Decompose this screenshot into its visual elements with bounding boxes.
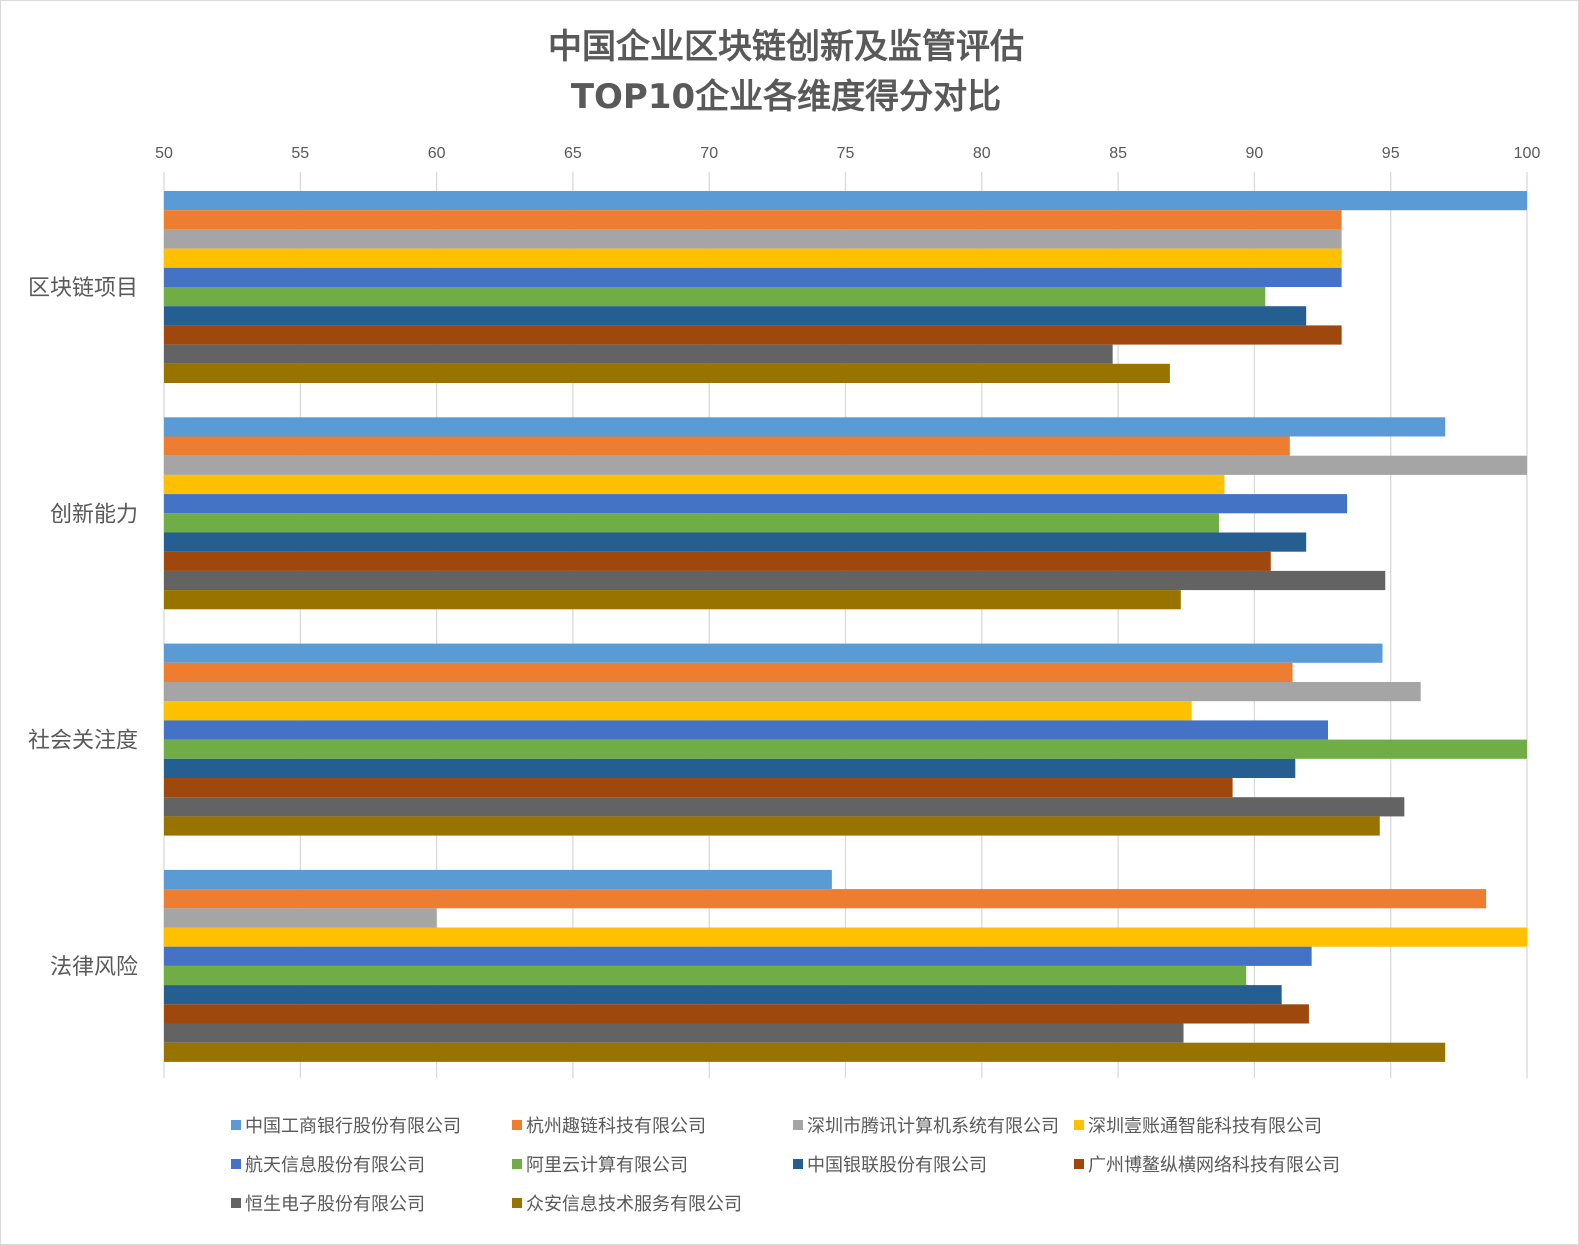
bar xyxy=(164,551,1271,571)
legend-swatch xyxy=(793,1159,803,1169)
x-tick-label: 100 xyxy=(1514,145,1541,162)
legend-swatch xyxy=(1074,1159,1084,1169)
bar xyxy=(164,889,1487,909)
legend-label: 航天信息股份有限公司 xyxy=(245,1155,425,1176)
bar xyxy=(164,946,1312,966)
bar xyxy=(164,191,1527,211)
bar xyxy=(164,758,1296,778)
legend-label: 中国工商银行股份有限公司 xyxy=(245,1116,461,1137)
legend-item: 深圳市腾讯计算机系统有限公司 xyxy=(793,1116,1059,1137)
chart-title: 中国企业区块链创新及监管评估 TOP10企业各维度得分对比 xyxy=(548,27,1024,117)
bar xyxy=(164,570,1386,591)
bar xyxy=(164,1004,1309,1024)
bar xyxy=(164,662,1293,682)
bar xyxy=(164,643,1383,663)
bar xyxy=(164,513,1219,533)
bar xyxy=(164,267,1342,287)
bar xyxy=(164,417,1446,437)
x-tick-label: 65 xyxy=(564,145,582,162)
bar xyxy=(164,474,1225,495)
bar xyxy=(164,908,437,928)
category-label: 区块链项目 xyxy=(28,276,138,301)
bar xyxy=(164,720,1329,740)
x-tick-label: 85 xyxy=(1109,145,1127,162)
category-label: 创新能力 xyxy=(50,502,138,527)
x-tick-label: 80 xyxy=(973,145,991,162)
bar xyxy=(164,363,1170,383)
legend-label: 深圳壹账通智能科技有限公司 xyxy=(1088,1116,1322,1137)
bar xyxy=(164,739,1527,759)
legend-swatch xyxy=(1074,1120,1084,1130)
legend-label: 杭州趣链科技有限公司 xyxy=(526,1116,706,1137)
bar-group xyxy=(164,191,1527,383)
legend-label: 中国银联股份有限公司 xyxy=(807,1155,987,1176)
bars xyxy=(164,191,1527,1062)
bar xyxy=(164,248,1342,268)
bar xyxy=(164,965,1247,986)
category-label: 社会关注度 xyxy=(28,729,138,754)
legend-swatch xyxy=(512,1120,522,1130)
chart-title-line-1: 中国企业区块链创新及监管评估 xyxy=(548,27,1024,67)
bar-group xyxy=(164,869,1527,1062)
legend-swatch xyxy=(231,1159,241,1169)
bar xyxy=(164,532,1307,552)
bar xyxy=(164,778,1233,798)
x-tick-label: 90 xyxy=(1246,145,1264,162)
bar xyxy=(164,436,1290,456)
category-label: 法律风险 xyxy=(50,955,138,980)
bar xyxy=(164,306,1307,326)
bar xyxy=(164,985,1282,1005)
x-tick-label: 70 xyxy=(700,145,718,162)
bar xyxy=(164,1042,1446,1062)
bar xyxy=(164,816,1380,836)
legend-item: 阿里云计算有限公司 xyxy=(512,1155,688,1176)
legend-swatch xyxy=(512,1159,522,1169)
legend-label: 深圳市腾讯计算机系统有限公司 xyxy=(807,1116,1059,1137)
bar-group xyxy=(164,643,1527,836)
bar xyxy=(164,869,832,890)
bar xyxy=(164,287,1266,307)
legend-label: 恒生电子股份有限公司 xyxy=(245,1194,425,1215)
legend-item: 航天信息股份有限公司 xyxy=(231,1155,425,1176)
bar xyxy=(164,210,1342,230)
bar xyxy=(164,344,1113,364)
legend-item: 深圳壹账通智能科技有限公司 xyxy=(1074,1116,1322,1137)
legend-item: 众安信息技术服务有限公司 xyxy=(512,1194,742,1215)
legend-swatch xyxy=(231,1120,241,1130)
legend-label: 广州博鳌纵横网络科技有限公司 xyxy=(1088,1155,1340,1176)
bar-group xyxy=(164,417,1527,610)
legend-label: 阿里云计算有限公司 xyxy=(526,1155,688,1176)
x-tick-label: 50 xyxy=(155,145,173,162)
legend-item: 中国银联股份有限公司 xyxy=(793,1155,987,1176)
legend: 中国工商银行股份有限公司 杭州趣链科技有限公司 深圳市腾讯计算机系统有限公司 深圳壹账… xyxy=(231,1116,1340,1215)
x-tick-label: 95 xyxy=(1382,145,1400,162)
bar xyxy=(164,590,1181,610)
bar xyxy=(164,229,1342,249)
legend-item: 杭州趣链科技有限公司 xyxy=(512,1116,706,1137)
legend-item: 广州博鳌纵横网络科技有限公司 xyxy=(1074,1155,1340,1176)
x-tick-label: 75 xyxy=(837,145,855,162)
x-tick-label: 55 xyxy=(291,145,309,162)
bar xyxy=(164,1023,1184,1043)
x-tick-label: 60 xyxy=(428,145,446,162)
legend-item: 中国工商银行股份有限公司 xyxy=(231,1116,461,1137)
bar xyxy=(164,325,1342,345)
bar xyxy=(164,494,1348,514)
x-axis-ticks: 50 55 60 65 70 75 80 85 90 95 100 xyxy=(155,145,1540,162)
legend-swatch xyxy=(793,1120,803,1130)
bar xyxy=(164,455,1527,475)
legend-swatch xyxy=(512,1198,522,1208)
legend-swatch xyxy=(231,1198,241,1208)
chart-title-line-2: TOP10企业各维度得分对比 xyxy=(571,77,1001,117)
bar xyxy=(164,927,1527,947)
bar xyxy=(164,701,1192,721)
bar xyxy=(164,682,1421,702)
legend-item: 恒生电子股份有限公司 xyxy=(231,1194,425,1215)
bar xyxy=(164,797,1405,817)
legend-label: 众安信息技术服务有限公司 xyxy=(526,1194,742,1215)
